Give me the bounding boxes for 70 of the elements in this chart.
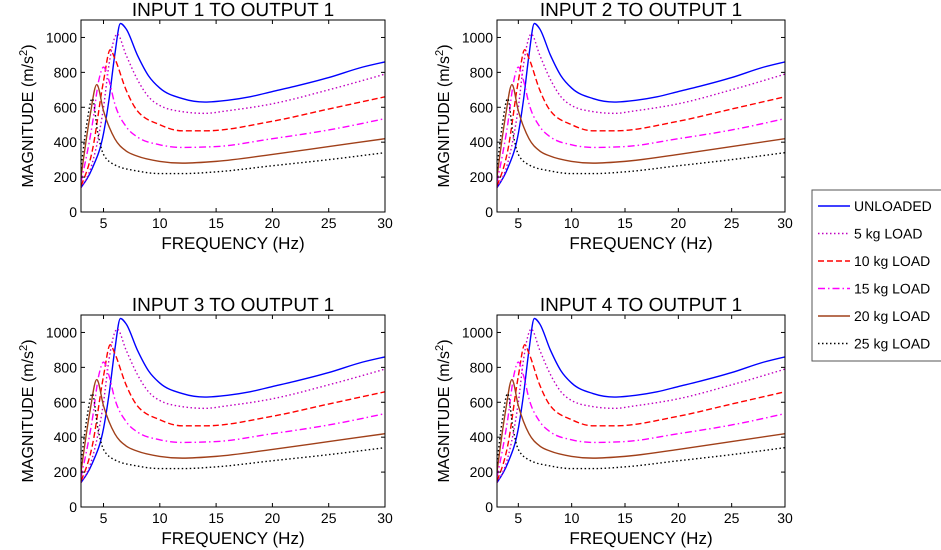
legend-label: 10 kg LOAD xyxy=(854,253,930,269)
line-series xyxy=(497,378,785,473)
y-tick-label: 200 xyxy=(470,464,494,480)
chart-title: INPUT 2 TO OUTPUT 1 xyxy=(540,0,742,21)
x-axis-title: FREQUENCY (Hz) xyxy=(161,234,305,253)
y-tick-label: 800 xyxy=(54,64,78,80)
x-tick-label: 5 xyxy=(514,215,522,231)
chart-title: INPUT 1 TO OUTPUT 1 xyxy=(132,0,334,21)
y-tick-label: 400 xyxy=(470,429,494,446)
legend-label: UNLOADED xyxy=(854,198,932,214)
y-tick-label: 800 xyxy=(470,359,494,376)
line-series xyxy=(81,66,385,184)
legend-label: 25 kg LOAD xyxy=(854,336,930,352)
x-tick-label: 15 xyxy=(208,215,224,231)
x-tick-label: 30 xyxy=(377,510,393,526)
line-series xyxy=(497,66,785,184)
x-tick-label: 20 xyxy=(670,510,686,526)
line-series xyxy=(81,378,385,473)
x-tick-label: 25 xyxy=(320,510,337,526)
y-tick-label: 600 xyxy=(54,99,78,116)
x-tick-label: 10 xyxy=(152,510,168,526)
x-axis-title: FREQUENCY (Hz) xyxy=(569,234,713,253)
chart-title: INPUT 3 TO OUTPUT 1 xyxy=(132,295,334,316)
y-tick-label: 0 xyxy=(485,499,494,515)
y-tick-label: 400 xyxy=(54,429,78,446)
line-series xyxy=(81,84,385,178)
legend-label: 20 kg LOAD xyxy=(854,308,930,324)
y-tick-label: 1000 xyxy=(462,324,494,340)
y-tick-label: 1000 xyxy=(46,324,78,340)
y-tick-label: 400 xyxy=(470,134,494,150)
chart-title: INPUT 4 TO OUTPUT 1 xyxy=(540,295,742,316)
legend-label: 5 kg LOAD xyxy=(854,226,922,242)
x-tick-label: 20 xyxy=(264,510,280,526)
y-tick-label: 600 xyxy=(54,394,78,410)
y-tick-label: 400 xyxy=(54,134,78,150)
x-tick-label: 30 xyxy=(377,215,393,231)
x-tick-label: 5 xyxy=(100,510,108,526)
x-tick-label: 25 xyxy=(724,510,740,526)
x-tick-label: 5 xyxy=(514,510,522,526)
y-tick-label: 0 xyxy=(69,499,78,515)
line-series xyxy=(497,84,785,178)
line-series xyxy=(497,361,785,478)
y-tick-label: 1000 xyxy=(462,29,494,46)
x-tick-label: 5 xyxy=(100,215,108,231)
x-tick-label: 20 xyxy=(670,215,686,231)
y-tick-label: 1000 xyxy=(46,29,78,46)
y-tick-label: 600 xyxy=(470,394,494,410)
y-tick-label: 800 xyxy=(54,359,78,376)
y-tick-label: 600 xyxy=(470,99,494,116)
x-tick-label: 30 xyxy=(777,510,793,526)
x-tick-label: 15 xyxy=(208,510,224,526)
y-tick-label: 800 xyxy=(470,64,494,80)
x-tick-label: 15 xyxy=(617,215,633,231)
x-tick-label: 25 xyxy=(724,215,740,231)
x-tick-label: 10 xyxy=(564,510,580,526)
y-tick-label: 0 xyxy=(485,204,494,220)
x-tick-label: 15 xyxy=(617,510,633,526)
y-tick-label: 200 xyxy=(54,464,78,480)
y-tick-label: 200 xyxy=(54,169,78,186)
line-series xyxy=(81,361,385,478)
x-tick-label: 10 xyxy=(564,215,580,231)
y-tick-label: 0 xyxy=(69,204,78,220)
x-axis-title: FREQUENCY (Hz) xyxy=(569,529,713,548)
y-tick-label: 200 xyxy=(470,169,494,186)
x-tick-label: 10 xyxy=(152,215,168,231)
x-tick-label: 25 xyxy=(320,215,337,231)
x-tick-label: 30 xyxy=(777,215,793,231)
x-axis-title: FREQUENCY (Hz) xyxy=(161,529,305,548)
x-tick-label: 20 xyxy=(264,215,280,231)
legend-label: 15 kg LOAD xyxy=(854,280,930,296)
